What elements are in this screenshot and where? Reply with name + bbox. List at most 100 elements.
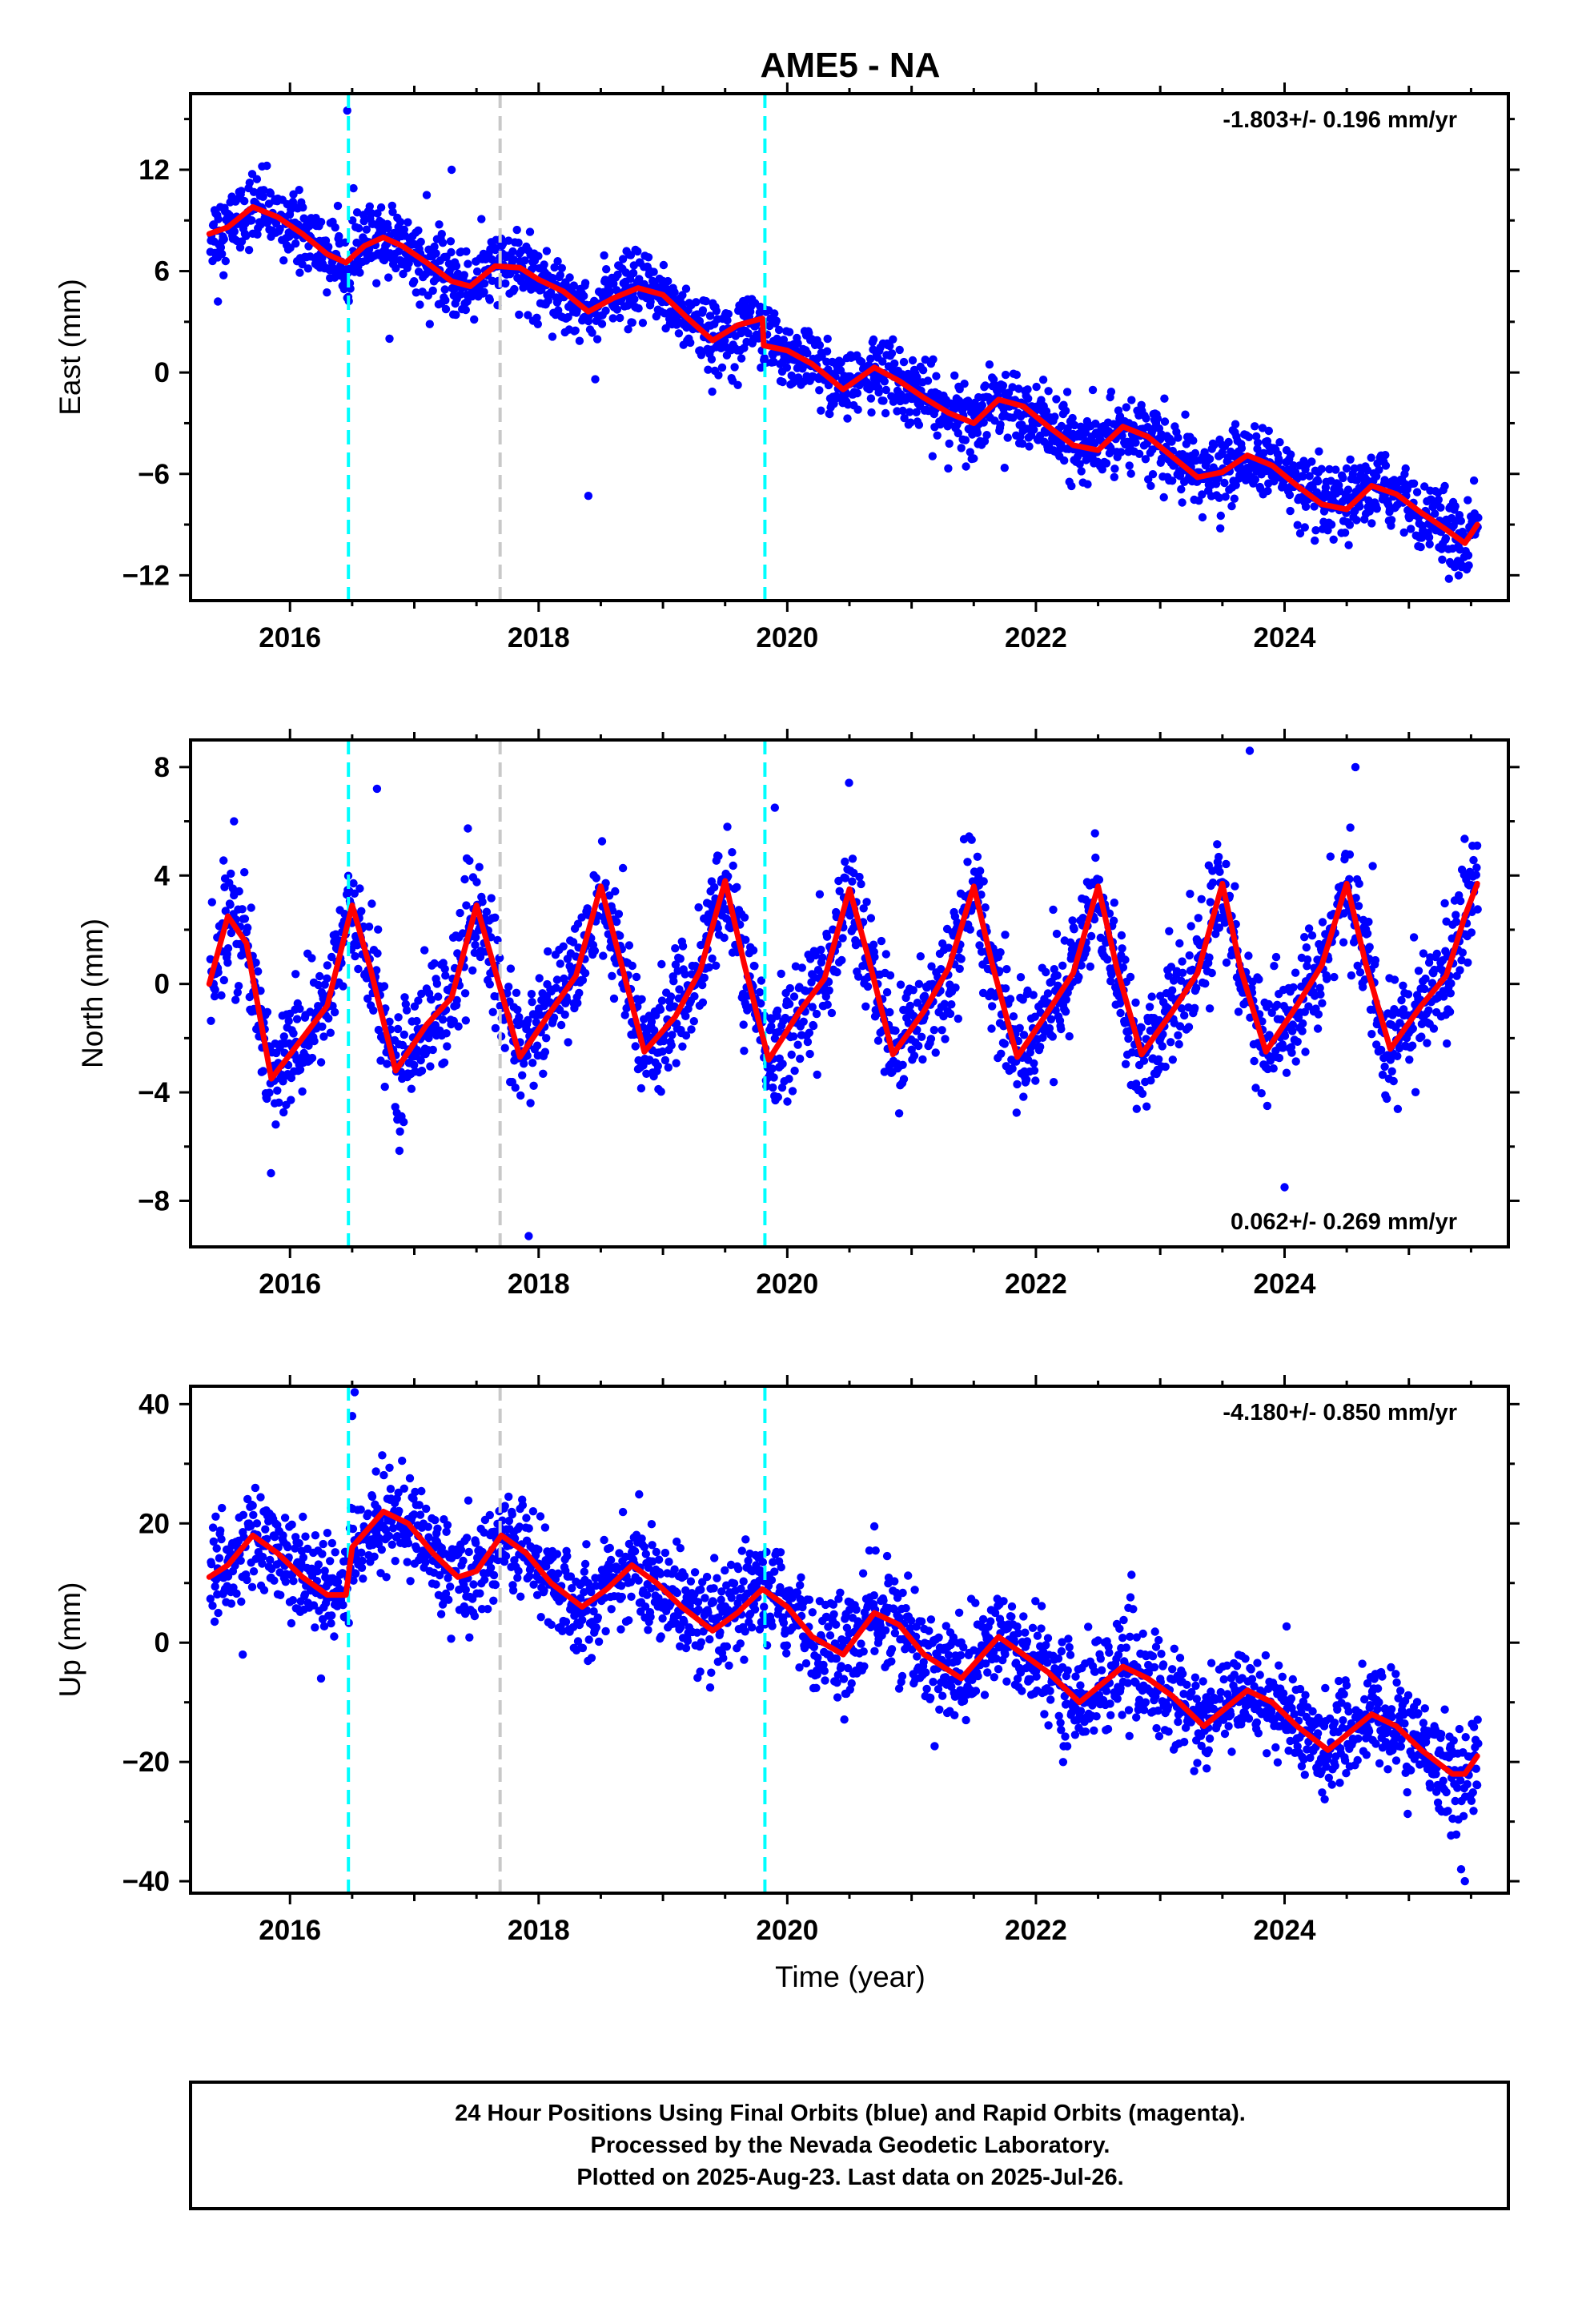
data-point (237, 1597, 246, 1606)
data-point (1387, 1067, 1396, 1076)
data-point (1061, 406, 1070, 416)
data-point (705, 312, 715, 320)
data-point (383, 1059, 391, 1068)
x-tick-label: 2018 (508, 1269, 570, 1300)
data-point (1198, 513, 1207, 522)
data-point (265, 1088, 274, 1097)
data-point (311, 1623, 319, 1632)
data-point (1378, 1070, 1387, 1080)
data-point (1323, 975, 1331, 983)
data-point (1166, 1038, 1175, 1047)
data-point (667, 1041, 676, 1050)
data-point (441, 971, 450, 980)
data-point (979, 877, 988, 886)
data-point (686, 338, 695, 348)
data-point (1191, 448, 1200, 458)
y-tick-label: −6 (138, 459, 170, 490)
data-point (1244, 432, 1254, 441)
data-point (843, 414, 852, 423)
data-point (1227, 501, 1236, 511)
data-point (412, 288, 420, 297)
data-point (496, 953, 504, 963)
data-point (955, 964, 964, 974)
data-point (1146, 1076, 1155, 1085)
data-point (393, 1532, 402, 1541)
data-point (1177, 485, 1186, 494)
data-point (881, 950, 891, 959)
data-point (279, 1531, 287, 1540)
data-point (737, 354, 746, 363)
data-point (1083, 480, 1092, 489)
data-point (219, 235, 228, 243)
outlier-point (1454, 571, 1464, 580)
data-point (608, 314, 617, 323)
data-point (894, 1109, 904, 1118)
data-point (400, 993, 409, 1002)
data-point (698, 998, 708, 1007)
data-point (1042, 967, 1050, 977)
data-point (1215, 852, 1223, 862)
data-point (1403, 990, 1413, 999)
data-point (1263, 486, 1272, 496)
data-point (854, 972, 863, 981)
data-point (289, 1577, 298, 1586)
data-point (318, 1550, 327, 1558)
data-point (1012, 1108, 1022, 1117)
data-point (1304, 924, 1314, 933)
data-point (712, 961, 721, 971)
data-point (1006, 995, 1015, 1003)
data-point (247, 903, 255, 912)
data-point (1456, 896, 1465, 906)
data-point (571, 326, 580, 335)
data-point (504, 983, 513, 991)
data-point (981, 381, 990, 390)
data-point (908, 356, 917, 365)
data-point (1201, 979, 1210, 988)
data-point (1050, 965, 1059, 974)
data-point (330, 1632, 339, 1641)
data-point (357, 907, 366, 916)
data-point (912, 408, 921, 416)
data-point (954, 1014, 963, 1023)
data-point (1057, 1024, 1066, 1034)
data-point (434, 992, 443, 1001)
data-point (1293, 1037, 1302, 1047)
data-point (375, 1534, 383, 1542)
data-point (209, 1537, 218, 1546)
data-point (1318, 918, 1327, 927)
data-point (1117, 931, 1126, 940)
data-point (933, 431, 942, 440)
data-point (1367, 453, 1375, 462)
data-point (1090, 829, 1099, 838)
data-point (1131, 998, 1140, 1007)
data-point (799, 1017, 808, 1027)
data-point (404, 218, 412, 227)
data-point (1355, 968, 1365, 977)
data-point (1132, 1104, 1142, 1113)
data-point (982, 431, 991, 440)
data-point (973, 852, 982, 862)
data-point (728, 848, 737, 857)
data-point (417, 989, 426, 999)
data-point (605, 287, 614, 296)
data-point (1397, 995, 1406, 1005)
data-point (1420, 984, 1429, 994)
data-point (1264, 999, 1274, 1009)
data-point (1460, 834, 1469, 843)
data-point (1186, 922, 1195, 931)
data-point (1211, 930, 1220, 939)
data-point (678, 1042, 687, 1051)
data-point (1339, 473, 1347, 483)
data-point (1469, 476, 1479, 485)
data-point (929, 355, 938, 364)
data-point (1031, 1076, 1040, 1085)
data-point (597, 320, 607, 328)
data-point (891, 1026, 900, 1035)
data-point (410, 277, 419, 286)
data-point (1231, 480, 1240, 489)
data-point (1126, 469, 1135, 478)
data-point (575, 336, 584, 345)
data-point (899, 357, 909, 367)
data-point (372, 279, 381, 287)
